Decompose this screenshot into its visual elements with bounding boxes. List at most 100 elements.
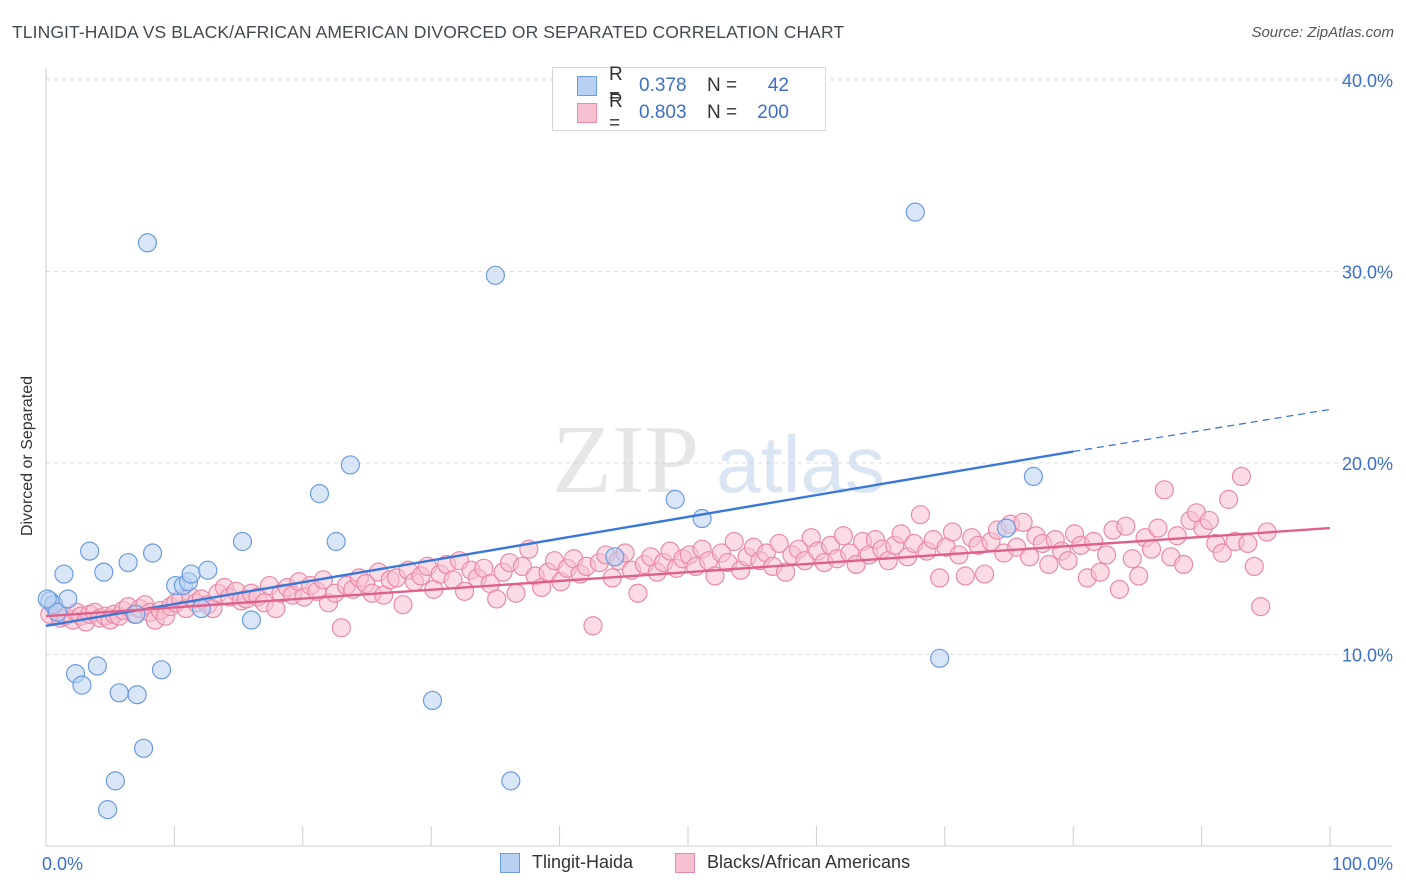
legend-n-value: 42 xyxy=(767,75,789,96)
point-tlingit xyxy=(1023,466,1043,487)
x-tick-label: 0.0% xyxy=(42,854,83,874)
tick-labels: 10.0% 20.0% 30.0% 40.0% 0.0% 100.0% xyxy=(42,71,1393,874)
point-tlingit xyxy=(340,455,360,475)
legend-n-label: N = xyxy=(707,75,738,96)
point-tlingit xyxy=(501,771,521,791)
point-black xyxy=(1084,531,1104,552)
y-axis-label: Divorced or Separated xyxy=(19,375,36,537)
stats-legend: R = 0.378 N = 42 R = 0.803 N = 200 xyxy=(552,64,826,134)
legend-row-black: R = 0.803 N = 200 xyxy=(577,91,789,134)
point-black xyxy=(1141,539,1162,559)
trend-lines xyxy=(45,408,1331,627)
point-black xyxy=(331,618,351,638)
point-tlingit xyxy=(198,560,218,580)
bottom-legend-swatch-tlingit xyxy=(500,852,520,873)
point-black xyxy=(1116,516,1136,536)
y-tick-label: 10.0% xyxy=(1342,646,1393,666)
trend-line-black xyxy=(45,526,1331,618)
legend-swatch-black xyxy=(577,103,597,123)
point-black xyxy=(1019,547,1040,567)
point-tlingit xyxy=(87,656,107,676)
point-black xyxy=(1212,543,1232,563)
point-black xyxy=(583,616,603,636)
watermark-atlas: atlas xyxy=(716,420,885,509)
point-tlingit xyxy=(118,552,138,573)
point-tlingit xyxy=(241,610,262,630)
point-black xyxy=(910,505,931,525)
point-black xyxy=(1231,466,1252,487)
point-black xyxy=(1251,597,1271,617)
point-tlingit xyxy=(665,489,685,509)
point-tlingit xyxy=(98,800,118,820)
bottom-legend-label-black: Blacks/African Americans xyxy=(707,852,911,872)
point-tlingit xyxy=(127,685,147,705)
point-black xyxy=(769,533,789,554)
point-black xyxy=(1039,554,1059,575)
point-black xyxy=(1122,549,1142,569)
legend-row-tlingit: R = 0.378 N = 42 xyxy=(577,64,789,107)
point-tlingit xyxy=(181,564,201,584)
chart-title: TLINGIT-HAIDA VS BLACK/AFRICAN AMERICAN … xyxy=(12,22,845,42)
point-tlingit xyxy=(930,648,950,668)
point-black xyxy=(1129,566,1149,586)
point-tlingit xyxy=(37,589,57,609)
point-black xyxy=(487,589,507,609)
bottom-legend-label-tlingit: Tlingit-Haida xyxy=(532,852,634,872)
legend-swatch-tlingit xyxy=(577,76,597,96)
point-tlingit xyxy=(996,518,1017,538)
point-black xyxy=(1199,510,1219,531)
point-black xyxy=(506,583,526,603)
point-tlingit xyxy=(905,202,925,222)
point-tlingit xyxy=(54,564,74,584)
point-black xyxy=(1167,526,1187,546)
point-tlingit xyxy=(422,690,443,711)
x-tick-label: 100.0% xyxy=(1332,854,1393,874)
point-tlingit xyxy=(94,562,114,582)
point-tlingit xyxy=(80,541,100,561)
point-tlingit xyxy=(126,604,146,624)
point-black xyxy=(833,526,853,546)
point-black xyxy=(775,562,796,582)
point-tlingit xyxy=(485,265,505,285)
point-black xyxy=(454,581,475,601)
point-tlingit xyxy=(142,543,163,563)
point-black xyxy=(1174,554,1194,575)
source-label: Source: ZipAtlas.com xyxy=(1251,24,1394,41)
point-black xyxy=(1238,533,1258,554)
point-black xyxy=(1148,518,1168,538)
point-black xyxy=(628,583,648,603)
bottom-legend-swatch-black xyxy=(675,852,695,873)
point-black xyxy=(1007,537,1027,557)
point-tlingit xyxy=(191,598,211,619)
point-tlingit xyxy=(232,531,253,552)
trend-line-tlingit-extension xyxy=(1073,408,1331,453)
bottom-legend-black: Blacks/African Americans xyxy=(675,852,910,873)
point-tlingit xyxy=(137,233,158,253)
point-black xyxy=(891,524,911,544)
point-tlingit xyxy=(105,771,125,791)
point-black xyxy=(1218,489,1239,509)
legend-r-label: R = xyxy=(609,64,623,107)
point-tlingit xyxy=(72,675,92,695)
point-black xyxy=(1096,545,1117,565)
point-black xyxy=(724,531,744,552)
y-tick-label: 40.0% xyxy=(1342,71,1393,91)
point-tlingit xyxy=(151,660,172,680)
point-tlingit xyxy=(326,531,346,552)
legend-r-value: 0.803 xyxy=(639,102,687,123)
legend-r-value: 0.378 xyxy=(639,75,687,96)
bottom-legend-tlingit: Tlingit-Haida xyxy=(500,852,633,873)
y-tick-label: 30.0% xyxy=(1342,263,1393,283)
point-tlingit xyxy=(58,589,78,609)
point-tlingit xyxy=(133,738,154,758)
trend-line-tlingit xyxy=(45,450,1074,627)
point-black xyxy=(975,564,995,584)
legend-r-label: R = xyxy=(609,91,623,134)
point-black xyxy=(930,568,950,588)
watermark: ZIP atlas xyxy=(552,406,885,514)
point-black xyxy=(1090,562,1110,582)
point-black xyxy=(1244,556,1264,577)
point-black xyxy=(1109,579,1130,599)
point-black xyxy=(393,595,413,615)
